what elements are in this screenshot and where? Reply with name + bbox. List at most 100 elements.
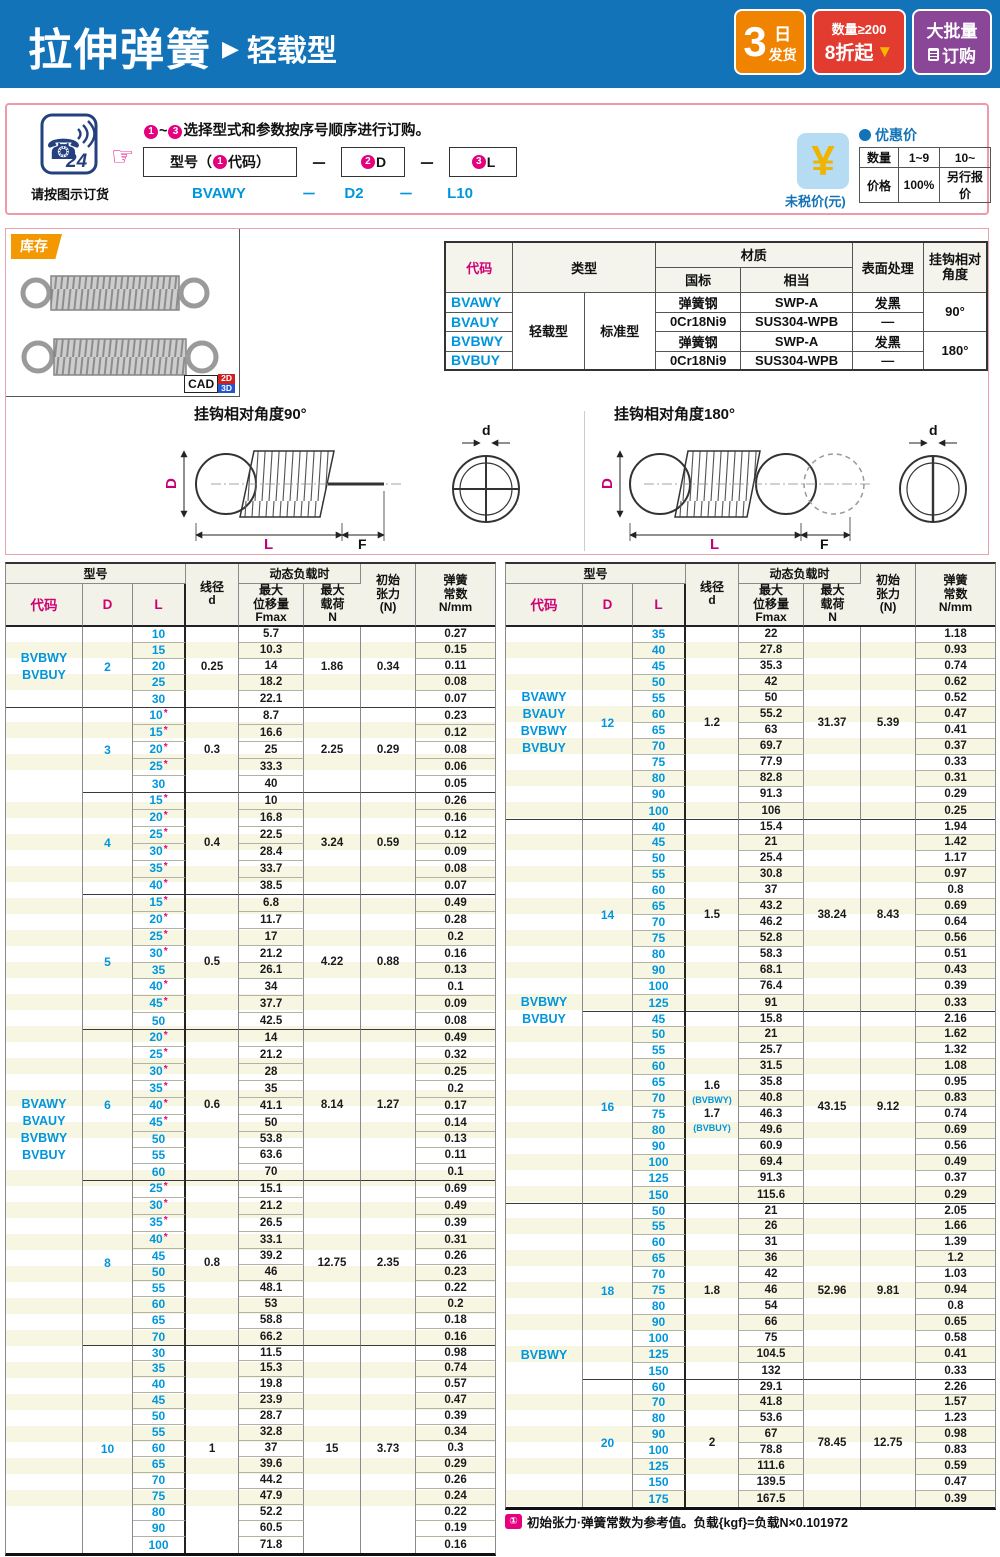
wire-dia-cell: 0.3 xyxy=(186,706,240,792)
length-cell: 70 xyxy=(633,1090,687,1107)
code-bvbuy: BVBUY xyxy=(444,350,514,371)
fmax-cell: 15.4 xyxy=(739,818,805,835)
row-stripe xyxy=(6,674,495,690)
row-stripe xyxy=(6,1490,495,1506)
row-stripe xyxy=(506,962,995,978)
cad-2d-icon[interactable]: 2D xyxy=(218,373,235,384)
length-cell: 30* xyxy=(133,945,187,963)
fmax-cell: 53 xyxy=(239,1296,305,1313)
star-icon: * xyxy=(163,792,168,804)
max-load-cell: 15 xyxy=(304,1344,362,1553)
length-cell: 70 xyxy=(633,1394,687,1411)
row-stripe xyxy=(6,1234,495,1250)
length-cell: 150 xyxy=(633,1474,687,1491)
fmax-cell: 5.7 xyxy=(239,626,305,643)
spec-row: 100 76.4 0.39 xyxy=(506,978,995,995)
phone-caption: 请按图示订货 xyxy=(31,187,110,202)
fmax-header: 最大 位移量 Fmax xyxy=(239,583,305,627)
length-cell: 65 xyxy=(633,722,687,739)
cad-3d-icon[interactable]: 3D xyxy=(218,383,235,393)
rate-cell: 1.17 xyxy=(916,851,995,867)
coil-od-cell: 10 xyxy=(83,1344,133,1553)
row-stripe xyxy=(6,1330,495,1346)
fmax-cell: 69.4 xyxy=(739,1154,805,1171)
code-cell: BVAWY BVAUY BVBWY BVBUY xyxy=(6,706,83,1553)
spec-row: 40 27.8 0.93 xyxy=(506,642,995,659)
spec-row: 65 35.8 0.95 xyxy=(506,1074,995,1091)
rate-cell: 0.74 xyxy=(416,1361,495,1377)
spec-row: 30* 21.2 0.16 xyxy=(6,945,495,963)
fmax-cell: 21 xyxy=(739,1202,805,1219)
fmax-cell: 35.3 xyxy=(739,658,805,675)
row-stripe xyxy=(506,1490,995,1506)
fmax-cell: 15.3 xyxy=(239,1360,305,1377)
code-cell: BVBWY BVBUY xyxy=(506,818,583,1203)
length-cell: 40 xyxy=(133,1376,187,1393)
fmax-cell: 18.2 xyxy=(239,674,305,691)
row-stripe xyxy=(6,994,495,1010)
star-icon: * xyxy=(163,1180,168,1192)
star-icon: * xyxy=(163,928,168,940)
fmax-cell: 28.7 xyxy=(239,1408,305,1425)
spec-row: 40* 34 0.1 xyxy=(6,978,495,996)
fmax-cell: 104.5 xyxy=(739,1346,805,1363)
spring-photo xyxy=(20,275,219,376)
length-cell: 65 xyxy=(633,898,687,915)
coil-od-cell: 5 xyxy=(83,893,133,1029)
tension-cell: 8.43 xyxy=(861,818,917,1011)
length-cell: 50 xyxy=(633,1202,687,1219)
fmax-cell: 11.7 xyxy=(239,911,305,929)
row-stripe xyxy=(6,962,495,978)
coil-od-cell: 4 xyxy=(83,791,133,894)
coil-od-cell: 2 xyxy=(83,626,133,707)
length-cell: 40* xyxy=(133,1231,187,1249)
fmax-cell: 60.9 xyxy=(739,1138,805,1155)
rate-cell: 0.09 xyxy=(416,844,495,861)
length-cell: 15* xyxy=(133,893,187,912)
coil-od-cell: 20 xyxy=(583,1378,633,1507)
materials-table: 代码 类型 材质 表面处理 挂钩相对 角度 国标 相当 BVAWY 轻载型 标准… xyxy=(444,241,988,371)
rate-cell: 0.15 xyxy=(416,643,495,659)
svg-text:F: F xyxy=(358,536,367,551)
svg-text:d: d xyxy=(929,422,938,438)
rate-cell: 0.83 xyxy=(916,1443,995,1459)
rate-cell: 0.58 xyxy=(916,1331,995,1347)
fmax-cell: 31 xyxy=(739,1234,805,1251)
wire-dia-cell: 0.5 xyxy=(186,893,240,1029)
promo-badges: 3 日发货 数量≥200 8折起 ▼ 大批量 订购 xyxy=(734,9,992,75)
spec-row: 40* 38.5 0.07 xyxy=(6,877,495,894)
fmax-cell: 15.8 xyxy=(739,1010,805,1027)
rate-cell: 0.29 xyxy=(416,1457,495,1473)
cad-link[interactable]: CAD 2D 3D xyxy=(184,373,235,393)
svg-text:☎: ☎ xyxy=(46,134,81,165)
rate-cell: 1.94 xyxy=(916,818,995,835)
length-cell: 50 xyxy=(633,850,687,867)
diagram-90-title: 挂钩相对角度90° xyxy=(194,406,307,423)
rate-cell: 0.1 xyxy=(416,979,495,996)
star-icon: * xyxy=(163,758,168,770)
hand-pointer-icon: ☞ xyxy=(111,141,135,171)
spec-row: 80 54 0.8 xyxy=(506,1298,995,1315)
page-title: 拉伸弹簧 xyxy=(28,26,212,75)
rate-cell: 0.26 xyxy=(416,1473,495,1489)
spec-row: 30 22.1 0.07 xyxy=(6,690,495,707)
spec-row: 70 46.2 0.64 xyxy=(506,914,995,931)
coil-od-cell: 3 xyxy=(83,706,133,792)
spec-row: 20 14 0.11 xyxy=(6,658,495,675)
length-cell: 55 xyxy=(633,690,687,707)
row-stripe xyxy=(506,642,995,658)
rate-cell: 0.69 xyxy=(916,899,995,915)
fmax-cell: 111.6 xyxy=(739,1458,805,1475)
fmax-cell: 26.1 xyxy=(239,962,305,979)
row-stripe xyxy=(6,1170,495,1186)
spec-row: 25* 33.3 0.06 xyxy=(6,758,495,776)
spec-row: 50 46 0.23 xyxy=(6,1264,495,1281)
spec-row: 125 104.5 0.41 xyxy=(506,1346,995,1363)
rate-cell: 0.69 xyxy=(416,1179,495,1198)
rate-cell: 0.39 xyxy=(944,1492,967,1505)
fmax-cell: 10 xyxy=(239,791,305,810)
max-load-cell: 43.15 xyxy=(804,1010,862,1203)
rate-cell: 0.16 xyxy=(444,1538,467,1551)
